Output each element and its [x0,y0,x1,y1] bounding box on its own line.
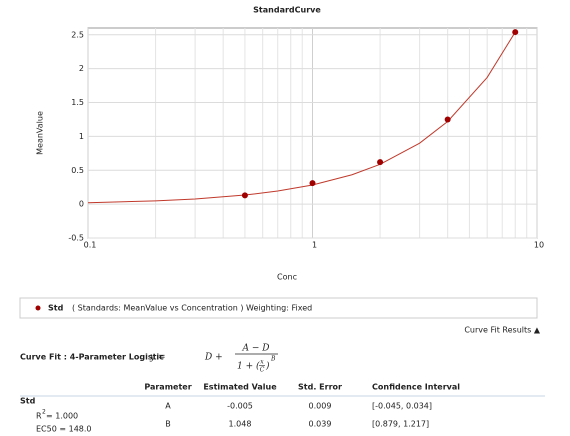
r2-base: R [36,412,42,421]
table-cell: 0.009 [309,402,332,411]
sample-name: Std [20,397,36,406]
table-cell: 0.039 [309,420,332,429]
table-header: Parameter [144,383,191,392]
chart-title: StandardCurve [253,6,321,15]
table-cell: 1.048 [229,420,252,429]
x-axis-label: Conc [277,273,297,282]
table-cell: -0.005 [227,402,253,411]
legend-box [19,297,538,319]
x-tick-label: 0.1 [84,241,97,250]
y-axis-label: MeanValue [36,111,45,155]
formula-numerator: A − D [242,344,270,354]
data-point [377,159,384,166]
legend-text: ( Standards: MeanValue vs Concentration … [72,304,312,313]
legend-label: Std [48,304,64,313]
r2-sup: 2 [42,409,46,416]
table-cell: [0.879, 1.217] [372,420,429,429]
formula-lhs: y = [149,353,166,363]
y-tick-label: 1.5 [71,98,84,107]
formula-close: ) [265,361,270,372]
fit-curve [87,31,516,204]
formula-denominator: 1 + ( [237,361,260,372]
table-header: Confidence Interval [372,383,460,392]
formula-constant: D + [204,353,223,363]
table-cell: A [165,402,171,411]
table-header: Std. Error [298,383,342,392]
ec50: EC50 = 148.0 [36,425,92,434]
data-point [512,29,519,36]
table-header: Estimated Value [203,383,277,392]
fit-title: Curve Fit : 4-Parameter Logistic [20,353,164,362]
y-tick-label: 2 [79,64,84,73]
r2-value: = 1.000 [46,412,78,421]
formula-ratio-num: x [260,359,264,366]
y-tick-label: 1 [79,132,84,141]
x-tick-label: 10 [534,241,544,250]
data-point [444,116,451,123]
formula-ratio-den: C [260,367,265,374]
table-cell: B [165,420,171,429]
y-tick-label: 2.5 [71,30,84,39]
data-point [309,180,316,187]
data-point [241,192,248,199]
x-tick-label: 1 [312,241,317,250]
formula-exponent: B [270,356,276,363]
y-tick-label: -0.5 [68,234,84,243]
results-toggle[interactable]: Curve Fit Results ▲ [464,326,540,335]
legend-marker [35,305,41,311]
y-tick-label: 0.5 [71,166,84,175]
table-cell: [-0.045, 0.034] [372,402,432,411]
y-tick-label: 0 [79,200,84,209]
